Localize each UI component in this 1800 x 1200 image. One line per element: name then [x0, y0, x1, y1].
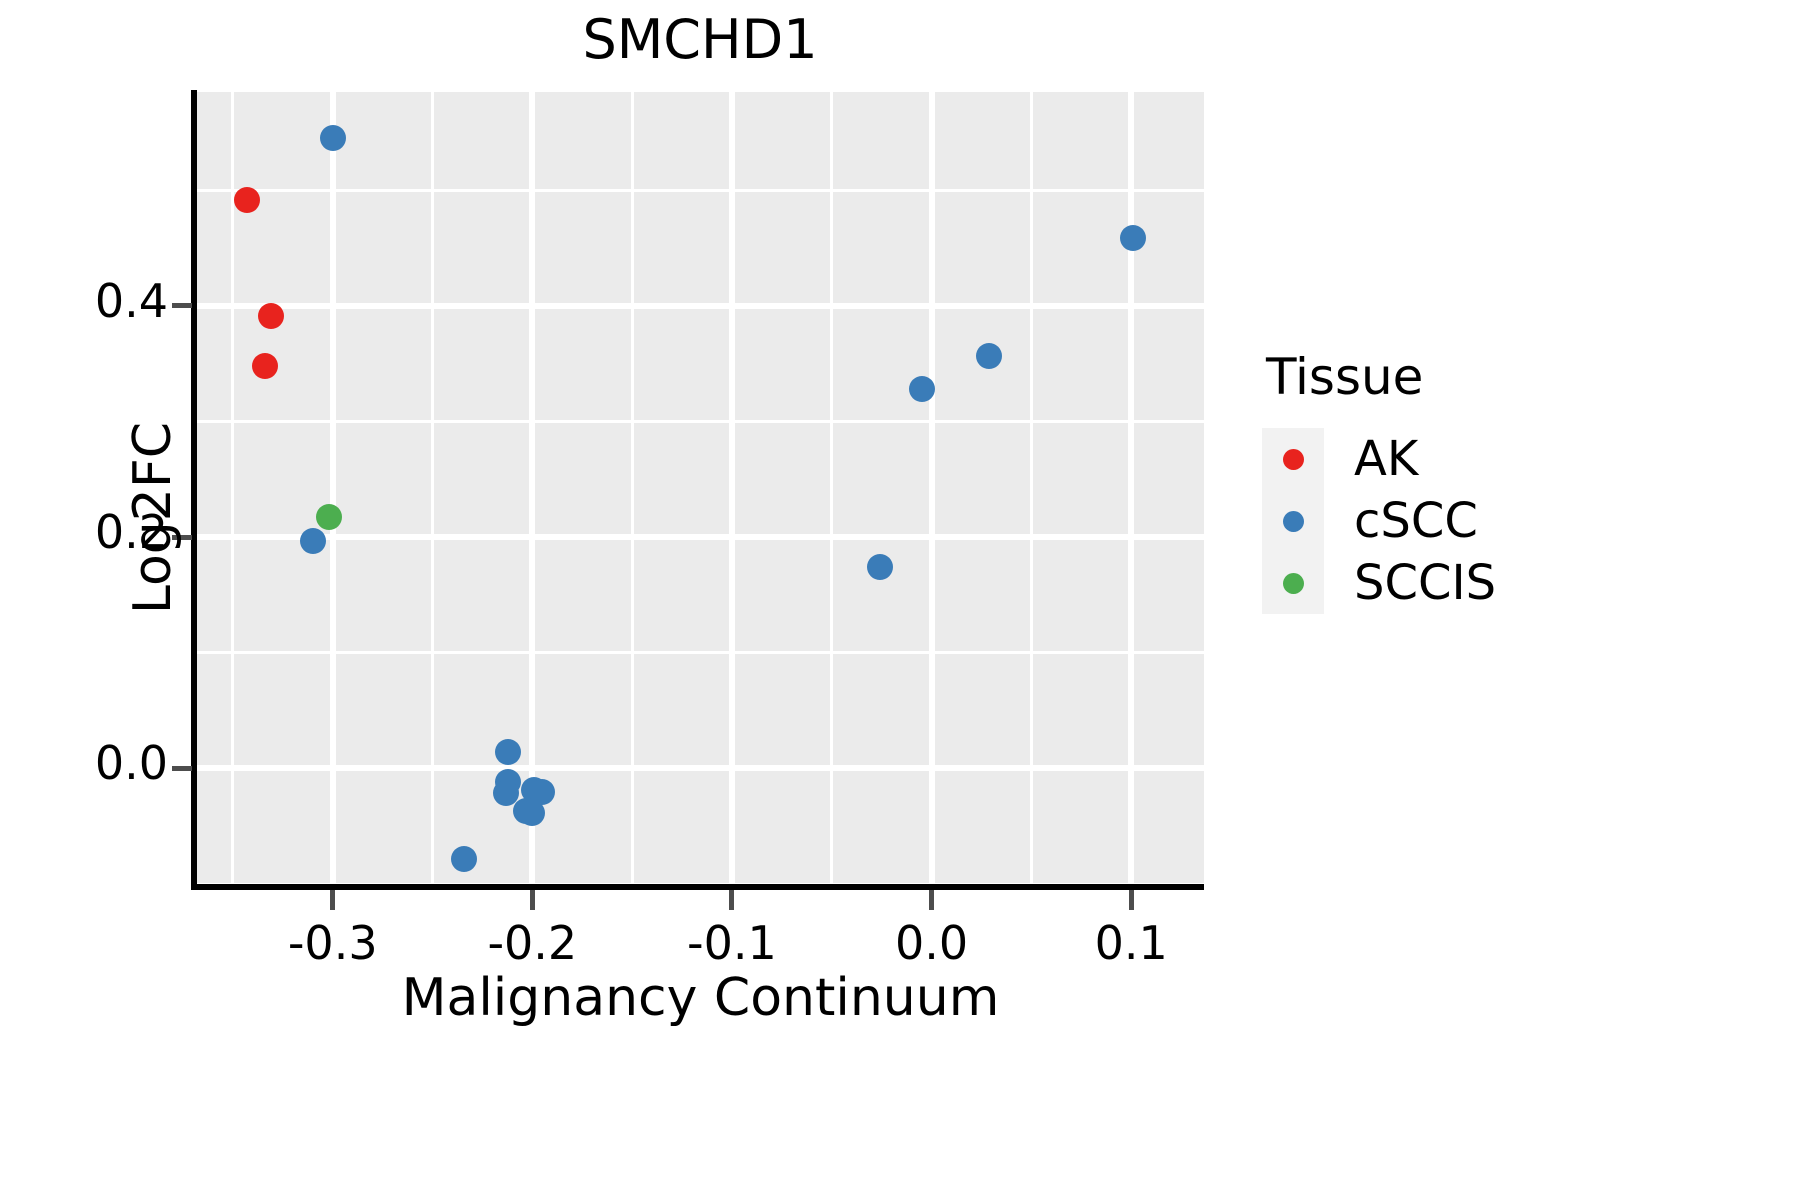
x-tick-label: -0.3 — [287, 916, 378, 970]
y-tick-mark — [172, 765, 192, 771]
legend-title: Tissue — [1266, 348, 1424, 406]
gridline-minor-horizontal — [197, 188, 1204, 192]
gridline-major-vertical — [1128, 92, 1135, 884]
x-tick-label: -0.2 — [487, 916, 578, 970]
gridline-minor-horizontal — [197, 651, 1204, 655]
x-axis-line — [191, 884, 1204, 890]
x-tick-mark — [729, 890, 735, 910]
x-tick-mark — [1128, 890, 1134, 910]
legend: Tissue AK cSCC SCCIS — [1262, 352, 1702, 614]
gridline-minor-horizontal — [197, 420, 1204, 424]
x-tick-label: 0.0 — [894, 916, 969, 970]
data-point — [451, 845, 478, 872]
gridline-major-horizontal — [197, 302, 1204, 309]
data-point — [495, 739, 522, 766]
legend-key-swatch — [1262, 490, 1324, 552]
gridline-minor-vertical — [231, 92, 235, 884]
y-tick-label: 0.2 — [94, 505, 168, 560]
legend-item-ak[interactable]: AK — [1262, 428, 1702, 490]
gridline-minor-vertical — [1029, 92, 1033, 884]
x-tick-label: -0.1 — [687, 916, 777, 970]
gridline-minor-vertical — [630, 92, 634, 884]
legend-key-swatch — [1262, 428, 1324, 490]
y-tick-mark — [172, 303, 192, 309]
legend-dot-icon — [1282, 572, 1304, 594]
legend-key-swatch — [1262, 552, 1324, 614]
data-point — [257, 303, 284, 330]
legend-entries: AK cSCC SCCIS — [1262, 428, 1702, 614]
x-tick-mark — [929, 890, 935, 910]
gridline-minor-vertical — [830, 92, 834, 884]
data-point — [1120, 224, 1147, 251]
gridline-major-horizontal — [197, 534, 1204, 541]
gridline-major-vertical — [329, 92, 336, 884]
data-point — [299, 527, 326, 554]
x-tick-mark — [529, 890, 535, 910]
gridline-major-vertical — [529, 92, 536, 884]
data-point — [319, 125, 346, 152]
data-point — [493, 779, 520, 806]
y-tick-label: 0.0 — [94, 736, 168, 791]
legend-item-sccis[interactable]: SCCIS — [1262, 552, 1702, 614]
legend-label: AK — [1354, 431, 1419, 487]
x-tick-label: 0.1 — [1094, 916, 1168, 970]
data-point — [251, 353, 278, 380]
data-point — [519, 800, 546, 827]
data-point — [908, 376, 935, 403]
legend-label: cSCC — [1354, 493, 1478, 549]
data-point — [976, 342, 1003, 369]
data-point — [233, 186, 260, 213]
plot-panel — [197, 92, 1204, 884]
gridline-major-vertical — [728, 92, 735, 884]
gridline-major-vertical — [928, 92, 935, 884]
legend-dot-icon — [1282, 510, 1304, 532]
x-axis-label: Malignancy Continuum — [401, 968, 1000, 1028]
x-tick-mark — [330, 890, 336, 910]
gridline-minor-horizontal — [197, 882, 1204, 884]
legend-label: SCCIS — [1354, 555, 1497, 611]
data-point — [866, 554, 893, 581]
legend-dot-icon — [1282, 448, 1304, 470]
gridline-minor-vertical — [431, 92, 435, 884]
data-point — [315, 504, 342, 531]
y-tick-mark — [172, 534, 192, 540]
y-axis-label: Log2FC — [123, 421, 183, 615]
y-axis-line — [191, 90, 197, 886]
gridline-major-horizontal — [197, 765, 1204, 772]
y-tick-label: 0.4 — [94, 273, 168, 328]
legend-item-cscc[interactable]: cSCC — [1262, 490, 1702, 552]
chart-title: SMCHD1 — [582, 8, 818, 71]
